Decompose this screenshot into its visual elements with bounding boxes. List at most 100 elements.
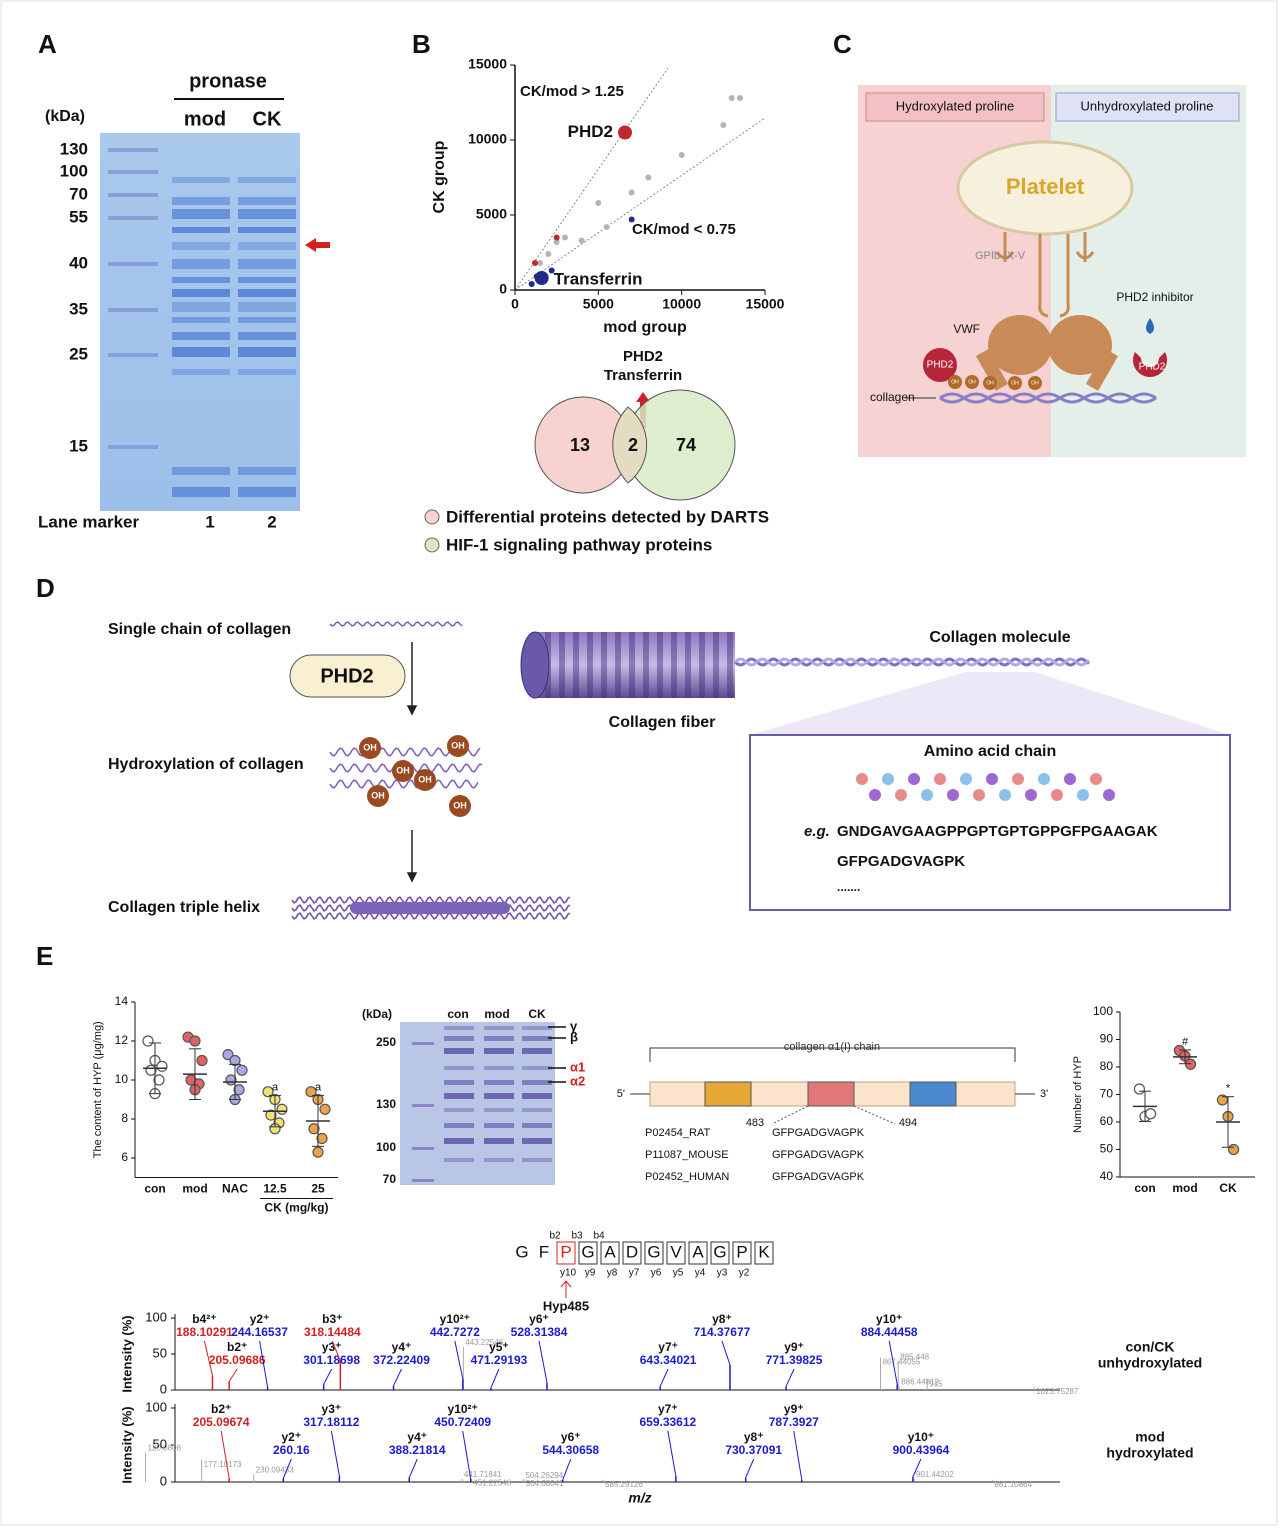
- b-ion: b2: [549, 1231, 561, 1242]
- fiber-body: [535, 632, 735, 698]
- point: [1184, 1058, 1197, 1070]
- oh-bead: [983, 376, 997, 390]
- marker-band: [412, 1147, 434, 1150]
- point: [156, 1060, 168, 1072]
- ion-label: y6⁺: [561, 1430, 581, 1444]
- protein-band: [522, 1123, 552, 1128]
- amino-acid: [960, 773, 972, 785]
- residue: V: [670, 1242, 682, 1261]
- point: [1144, 1108, 1157, 1120]
- point: [548, 267, 555, 274]
- ion-label: y6⁺: [529, 1312, 549, 1326]
- x-tick-label: 25: [311, 1182, 325, 1196]
- leader: [888, 1340, 898, 1385]
- leader: [203, 1340, 213, 1376]
- peptide: GFPGADGVAGPK: [772, 1171, 865, 1183]
- oh-group: OH OH OH OH OH: [948, 375, 1042, 390]
- residue: P: [736, 1242, 747, 1261]
- ion-label: b2⁺: [211, 1402, 231, 1416]
- bracket: [649, 1047, 1016, 1062]
- position-label: 494: [899, 1117, 917, 1129]
- residue-box: [600, 1241, 620, 1265]
- band-label: γ: [570, 1018, 578, 1033]
- y-tick-label: 10: [115, 1072, 129, 1086]
- oh-label: OH: [1011, 380, 1019, 386]
- molecule: [734, 657, 1090, 667]
- amino-acid: [1051, 789, 1063, 801]
- amino-acid: [908, 773, 920, 785]
- minor-label: 443.22546: [465, 1338, 503, 1347]
- ion-label: y10⁺: [876, 1312, 902, 1326]
- mz-label: 188.10291: [176, 1325, 233, 1339]
- amino-acid: [882, 773, 894, 785]
- mz-label: 205.09686: [209, 1353, 266, 1367]
- ion-label: y3⁺: [322, 1340, 342, 1354]
- leader: [393, 1368, 402, 1386]
- amino-acid: [973, 789, 985, 801]
- domain: [909, 1081, 957, 1107]
- ion-label: y9⁺: [784, 1402, 804, 1416]
- protein-band: [238, 277, 296, 283]
- y-ion: y2: [739, 1268, 750, 1279]
- mz-label: 471.29193: [471, 1353, 528, 1367]
- ion-label: y3⁺: [322, 1402, 342, 1416]
- marker-band: [108, 308, 158, 312]
- legend-swatch: [424, 509, 440, 525]
- mz-label: 787.3927: [769, 1415, 819, 1429]
- minor-label: 867.44055: [882, 1358, 920, 1367]
- residue-box: [622, 1241, 642, 1265]
- protein-band: [172, 259, 230, 269]
- marker-label: 55: [69, 207, 88, 226]
- amino-acid-chain: [856, 773, 1115, 801]
- enzyme-box: [289, 654, 406, 698]
- protein-band: [444, 1108, 474, 1112]
- residue-box: [666, 1241, 686, 1265]
- amino-acid: [1103, 789, 1115, 801]
- ion-label: b2⁺: [227, 1340, 247, 1354]
- mz-label: 317.18112: [303, 1415, 359, 1429]
- zoom-cone: [750, 672, 1230, 735]
- x-tick-label: 5000: [583, 296, 614, 312]
- highlight-point: [534, 271, 549, 285]
- mz-label: 544.30658: [542, 1443, 599, 1457]
- residue-box: [710, 1241, 730, 1265]
- protein-band: [484, 1093, 514, 1099]
- y-tick-label: 70: [1100, 1087, 1114, 1101]
- y-tick-label: 50: [1100, 1142, 1114, 1156]
- residue-box: [556, 1241, 576, 1265]
- step-label: Hydroxylation of collagen: [108, 756, 304, 773]
- region-title: Hydroxylated proline: [896, 98, 1015, 113]
- oh-label: OH: [371, 790, 385, 800]
- minor-label: 981.10864: [994, 1480, 1032, 1489]
- lane-number: 1: [205, 512, 214, 531]
- oh-label: OH: [396, 765, 410, 775]
- highlight-label: Transferrin: [554, 269, 643, 288]
- lane-label: mod: [184, 108, 226, 130]
- collagen-fiber: [520, 631, 1090, 699]
- protein-band: [238, 259, 296, 269]
- x-tick-label: 12.5: [263, 1182, 287, 1196]
- enzyme: [1133, 352, 1168, 378]
- point: [728, 95, 735, 101]
- oh-bead: [948, 375, 962, 389]
- x-tick-label: 15000: [746, 296, 785, 312]
- protein-band: [172, 317, 230, 323]
- residue-box: [732, 1241, 752, 1265]
- ion-label: y10²⁺: [440, 1312, 470, 1326]
- ion-label: y4⁺: [407, 1430, 427, 1444]
- y-tick-label: 40: [1100, 1169, 1114, 1183]
- oh-label: OH: [1031, 380, 1039, 386]
- oh-bead: [449, 795, 471, 817]
- protein-band: [238, 487, 296, 497]
- oh-bead: [359, 737, 381, 759]
- marker-band: [108, 353, 158, 357]
- point: [142, 1035, 154, 1047]
- mz-label: 301.18698: [303, 1353, 360, 1367]
- minor-label: 585.29126: [605, 1480, 643, 1489]
- enzyme-label: PHD2: [927, 360, 954, 371]
- protein-band: [522, 1066, 552, 1070]
- point: [603, 224, 610, 230]
- ion-label: b3⁺: [322, 1312, 342, 1326]
